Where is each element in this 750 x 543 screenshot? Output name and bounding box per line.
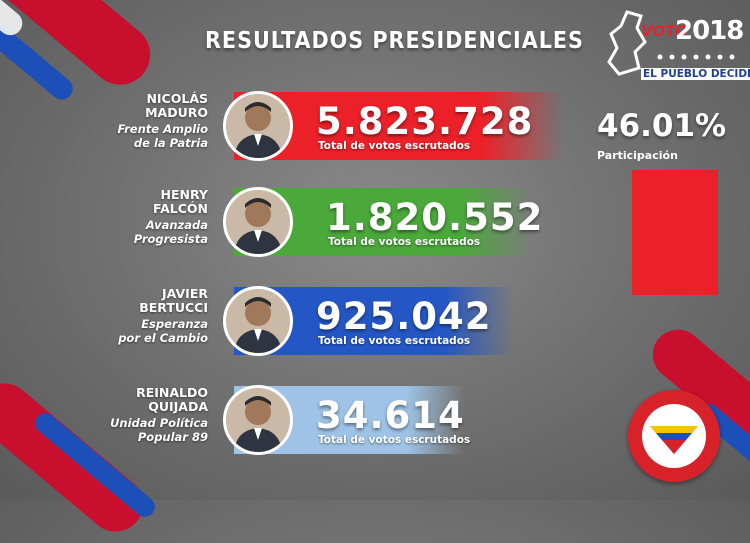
person-icon [226, 94, 290, 158]
candidate-last-name: MADURO [145, 105, 208, 120]
map-outline-icon [607, 10, 647, 76]
votes-label: Total de votos escrutados [318, 140, 471, 152]
participation-label: Participación [597, 149, 678, 162]
person-icon [226, 190, 290, 254]
candidate-first-name: HENRY [160, 187, 208, 202]
candidate-votes: 5.823.728 [316, 100, 534, 143]
person-icon [226, 289, 290, 353]
voto-2018-logo: VOTO 2018 EL PUEBLO DECIDE [605, 8, 750, 88]
candidate-name: REINALDO QUIJADA [136, 386, 208, 414]
participation-value: 46.01% [597, 108, 727, 144]
candidate-row: NICOLÁS MADURO Frente Amplio de la Patria 5.… [0, 86, 750, 176]
candidate-votes: 925.042 [316, 295, 492, 338]
party-line-1: Frente Amplio [117, 122, 208, 136]
candidate-row: HENRY FALCÓN Avanzada Progresista 1.820.552 T… [0, 182, 750, 272]
candidate-party: Unidad Política Popular 89 [110, 416, 208, 444]
party-line-2: Progresista [133, 232, 208, 246]
candidate-name: JAVIER BERTUCCI [139, 287, 208, 315]
emblem-inner [642, 404, 706, 468]
emblem-logo [628, 390, 720, 482]
candidate-photo [223, 385, 293, 455]
candidate-party: Avanzada Progresista [134, 218, 208, 246]
party-line-2: Popular 89 [137, 430, 208, 444]
page-title: RESULTADOS PRESIDENCIALES [205, 28, 584, 54]
candidate-party: Frente Amplio de la Patria [118, 122, 208, 150]
logo-tagline: EL PUEBLO DECIDE [641, 68, 750, 80]
candidate-first-name: NICOLÁS [146, 91, 208, 106]
candidate-row: REINALDO QUIJADA Unidad Política Popular 89… [0, 380, 750, 470]
candidate-first-name: REINALDO [136, 385, 208, 400]
candidate-votes: 1.820.552 [326, 196, 544, 239]
party-line-1: Unidad Política [110, 416, 208, 430]
candidate-last-name: QUIJADA [148, 399, 208, 414]
flag-chevron-icon [650, 426, 698, 454]
logo-year-text: 2018 [675, 16, 744, 46]
logo-voto-text: VOTO [641, 22, 689, 40]
candidate-last-name: FALCÓN [152, 201, 208, 216]
party-line-2: de la Patria [133, 136, 208, 150]
party-line-1: Esperanza [141, 317, 208, 331]
person-icon [226, 388, 290, 452]
candidate-first-name: JAVIER [162, 286, 208, 301]
party-line-1: Avanzada [145, 218, 208, 232]
candidate-party: Esperanza por el Cambio [118, 317, 208, 345]
candidate-row: JAVIER BERTUCCI Esperanza por el Cambio 925.… [0, 281, 750, 371]
candidate-name: HENRY FALCÓN [153, 188, 208, 216]
candidate-name: NICOLÁS MADURO [145, 92, 208, 120]
votes-label: Total de votos escrutados [318, 434, 471, 446]
candidate-photo [223, 91, 293, 161]
votes-label: Total de votos escrutados [318, 335, 471, 347]
candidate-votes: 34.614 [316, 394, 465, 437]
candidate-last-name: BERTUCCI [139, 300, 208, 315]
candidate-photo [223, 286, 293, 356]
participation-bar-fill [632, 170, 718, 295]
votes-label: Total de votos escrutados [328, 236, 481, 248]
candidate-photo [223, 187, 293, 257]
stars-icon [657, 54, 735, 60]
party-line-2: por el Cambio [118, 331, 208, 345]
